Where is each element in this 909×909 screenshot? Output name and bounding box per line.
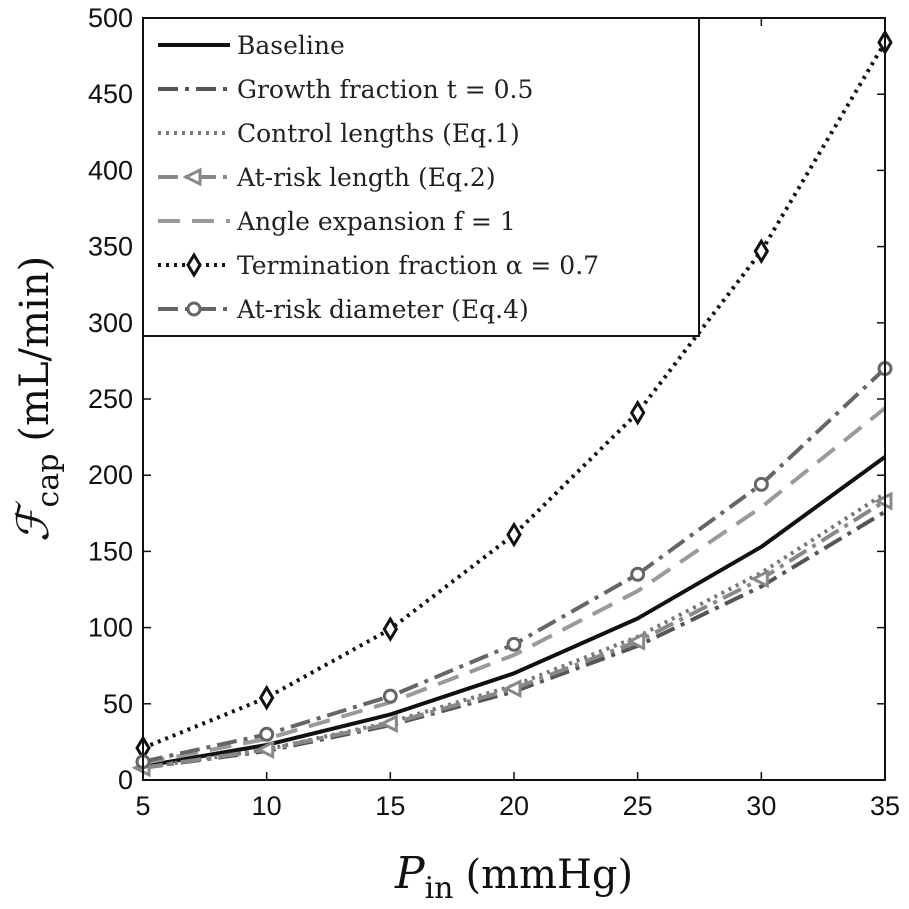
x-axis-symbol: P <box>394 848 426 899</box>
x-tick-label: 5 <box>135 791 150 821</box>
legend-label: Termination fraction α = 0.7 <box>237 251 599 280</box>
y-axis-label: ℱcap(mL/min) <box>8 256 66 542</box>
series-1 <box>142 455 887 769</box>
x-tick-label: 30 <box>746 791 776 821</box>
y-axis-unit: (mL/min) <box>12 256 58 442</box>
data-point <box>749 569 769 589</box>
series-line <box>142 455 887 769</box>
y-tick-label: 150 <box>88 536 133 566</box>
series-6 <box>135 29 893 761</box>
y-axis-subscript: cap <box>31 454 66 508</box>
data-point <box>382 688 398 704</box>
x-tick-label: 35 <box>870 791 900 821</box>
legend-entry: Termination fraction α = 0.7 <box>158 251 599 280</box>
series-line <box>142 406 887 766</box>
legend-marker <box>186 252 202 278</box>
data-point <box>626 631 646 651</box>
y-tick-label: 500 <box>88 3 133 33</box>
x-tick-label: 10 <box>252 791 282 821</box>
legend-label: At-risk diameter (Eq.4) <box>236 295 529 324</box>
y-tick-label: 300 <box>88 308 133 338</box>
legend-label: Growth fraction t = 0.5 <box>237 75 533 104</box>
y-tick-label: 450 <box>88 79 133 109</box>
data-point <box>630 566 646 582</box>
data-point <box>506 636 522 652</box>
x-axis-subscript: in <box>425 871 454 906</box>
legend-marker <box>186 301 202 317</box>
legend-label: Control lengths (Eq.1) <box>237 119 520 148</box>
series-5 <box>142 406 887 766</box>
legend-entry: At-risk length (Eq.2) <box>158 163 496 192</box>
series-layer <box>131 29 893 778</box>
ticks-layer: 5 10 15 20 25 30 35050100150200250300350400450… <box>88 3 900 821</box>
x-axis-label: Pin (mmHg) <box>394 848 633 906</box>
y-tick-label: 400 <box>88 155 133 185</box>
legend-entry: Growth fraction t = 0.5 <box>158 75 533 104</box>
legend-box <box>142 17 700 337</box>
legend-label: Baseline <box>237 31 345 60</box>
y-tick-label: 200 <box>88 460 133 490</box>
x-tick-label: 25 <box>623 791 653 821</box>
data-point <box>382 616 399 643</box>
data-point <box>629 399 646 426</box>
data-point <box>502 679 522 698</box>
series-4 <box>131 491 893 778</box>
legend: Baseline Growth fraction t = 0.5 Control l… <box>142 17 700 337</box>
y-tick-label: 50 <box>103 689 133 719</box>
data-point <box>259 726 275 742</box>
x-tick-label: 15 <box>375 791 405 821</box>
x-tick-label: 20 <box>499 791 529 821</box>
legend-entry: Control lengths (Eq.1) <box>158 119 520 148</box>
legend-label: Angle expansion f = 1 <box>236 207 516 236</box>
data-point <box>255 740 275 759</box>
x-axis-unit: (mmHg) <box>465 852 633 898</box>
data-point <box>378 714 398 734</box>
y-tick-label: 0 <box>118 765 133 795</box>
y-tick-label: 100 <box>88 613 133 643</box>
data-point <box>506 521 522 548</box>
legend-label: At-risk length (Eq.2) <box>236 163 496 192</box>
data-point <box>258 684 275 711</box>
data-point <box>753 238 770 265</box>
legend-entry: Baseline <box>158 31 345 60</box>
legend-entry: At-risk diameter (Eq.4) <box>158 295 529 324</box>
y-tick-label: 250 <box>88 384 133 414</box>
legend-entry: Angle expansion f = 1 <box>158 207 516 236</box>
series-7 <box>135 361 893 770</box>
legend-marker <box>182 167 202 187</box>
y-tick-label: 350 <box>88 232 133 262</box>
data-point <box>753 476 769 492</box>
